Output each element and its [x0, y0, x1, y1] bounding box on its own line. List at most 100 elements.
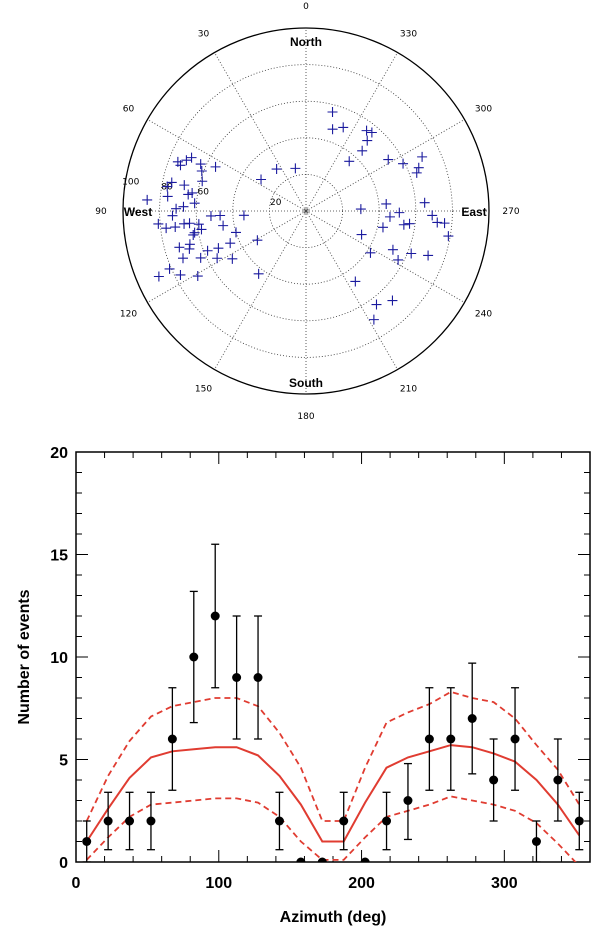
- data-point: [103, 816, 113, 826]
- sky-point: [439, 218, 450, 229]
- expected-curves: [85, 690, 581, 862]
- sky-point: [356, 229, 367, 240]
- sky-point: [383, 154, 394, 165]
- x-tick-label: 300: [491, 875, 518, 892]
- angle-label-210: 210: [400, 385, 417, 395]
- sky-point: [212, 253, 223, 264]
- angle-label-120: 120: [120, 309, 137, 319]
- polar-ring-80: [159, 64, 453, 358]
- sky-point: [166, 177, 177, 188]
- sky-point: [252, 235, 263, 246]
- plot-frame: [75, 451, 591, 863]
- data-point: [489, 775, 499, 785]
- data-point: [403, 796, 413, 805]
- expected-lower-line: [86, 795, 577, 862]
- sky-point: [186, 152, 197, 163]
- sky-point: [404, 218, 415, 229]
- data-point: [446, 734, 456, 744]
- sky-point: [187, 187, 198, 198]
- angle-label-240: 240: [475, 309, 492, 319]
- angle-label-90: 90: [95, 207, 107, 217]
- data-point: [510, 734, 520, 744]
- polar-points: [142, 107, 454, 325]
- sky-point: [427, 210, 438, 221]
- sky-point: [357, 145, 368, 156]
- sky-point: [327, 107, 338, 118]
- x-axis-label: Azimuth (deg): [280, 909, 387, 926]
- sky-point: [188, 229, 199, 240]
- sky-point: [213, 243, 224, 254]
- angle-label-300: 300: [475, 105, 492, 115]
- sky-point: [167, 210, 178, 221]
- data-point: [296, 857, 306, 862]
- angle-label-180: 180: [297, 412, 314, 422]
- sky-point: [290, 163, 301, 174]
- y-tick-label: 15: [50, 548, 68, 565]
- sky-point: [181, 155, 192, 166]
- polar-grid: [122, 27, 490, 395]
- sky-point: [371, 299, 382, 310]
- data-point: [253, 673, 263, 682]
- sky-point: [256, 174, 267, 185]
- south-label: South: [289, 376, 323, 390]
- polar-ring-40: [232, 137, 380, 285]
- data-point: [467, 714, 477, 723]
- data-point: [146, 816, 156, 826]
- sky-point: [215, 210, 226, 221]
- y-tick-label: 20: [50, 445, 68, 462]
- sky-point: [230, 227, 241, 238]
- sky-point: [161, 223, 172, 234]
- y-tick-labels: 0 5 10 15 20: [50, 445, 68, 872]
- angle-label-30: 30: [198, 29, 210, 39]
- polar-spoke-330: [305, 52, 398, 212]
- sky-point: [393, 254, 404, 265]
- y-tick-label: 5: [59, 753, 68, 770]
- polar-spoke-150: [214, 210, 307, 370]
- data-point: [210, 611, 220, 621]
- sky-point: [411, 167, 422, 178]
- axis-ticks: [75, 451, 591, 863]
- sky-point: [432, 217, 443, 228]
- sky-point: [183, 189, 194, 200]
- y-tick-label: 10: [50, 650, 68, 667]
- sky-point: [361, 125, 372, 136]
- sky-point: [423, 250, 434, 261]
- data-point: [274, 816, 284, 826]
- sky-point: [327, 124, 338, 135]
- angle-label-60: 60: [123, 105, 135, 115]
- data-point: [531, 837, 541, 846]
- data-point: [82, 837, 92, 846]
- north-label: North: [290, 35, 322, 49]
- sky-point: [197, 176, 208, 187]
- sky-point: [175, 269, 186, 280]
- sky-point: [365, 247, 376, 258]
- sky-point: [153, 271, 164, 282]
- x-tick-labels: 0 100 200 300: [72, 875, 518, 892]
- polar-spoke-60: [147, 119, 307, 212]
- sky-point: [196, 165, 207, 176]
- polar-spoke-300: [305, 119, 465, 212]
- sky-point: [350, 276, 361, 287]
- y-tick-label: 0: [59, 855, 68, 872]
- polar-spoke-30: [214, 52, 307, 212]
- angle-label-0: 0: [303, 2, 309, 12]
- expected-upper-line: [85, 690, 581, 822]
- sky-point: [193, 219, 204, 230]
- sky-point: [381, 198, 392, 209]
- radial-label-100: 100: [122, 178, 139, 188]
- sky-point: [238, 210, 249, 221]
- sky-point: [174, 242, 185, 253]
- sky-point: [164, 263, 175, 274]
- data-point: [232, 673, 242, 682]
- sky-point: [384, 211, 395, 222]
- sky-point: [172, 156, 183, 167]
- polar-center: [303, 208, 309, 214]
- azimuth-histogram: 0 5 10 15 20 0 100 200 300 Azimuth (deg) Number…: [16, 445, 591, 926]
- data-point: [317, 857, 327, 862]
- data-point: [339, 816, 349, 826]
- sky-point: [377, 222, 388, 233]
- sky-point: [406, 248, 417, 259]
- sky-point: [344, 156, 355, 167]
- y-axis-label: Number of events: [16, 589, 33, 724]
- sky-point: [387, 244, 398, 255]
